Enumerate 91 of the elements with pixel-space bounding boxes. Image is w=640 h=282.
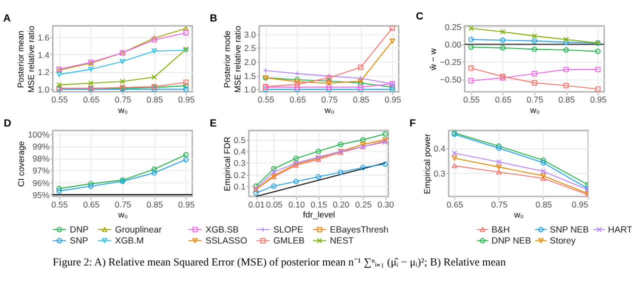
- y-axis-title: Posterior mean MSE relative ratio: [16, 26, 36, 93]
- y-axis-title: Posterior mode MSE relative ratio: [222, 26, 242, 93]
- x-tick-label: 0.01: [248, 199, 265, 210]
- x-tick-label: 0.10: [288, 199, 306, 210]
- y-tick-label: 0.1: [234, 181, 246, 192]
- x-tick-label: 0.65: [83, 94, 100, 105]
- x-tick-label: 0.75: [526, 94, 544, 105]
- y-tick-label: 3.0: [244, 29, 256, 40]
- y-tick-label: 98%: [32, 154, 50, 164]
- legend-label: XGB.SB: [205, 224, 239, 234]
- x-tick-label: 0.55: [463, 94, 480, 105]
- y-tick-label: 0.25: [444, 22, 462, 32]
- y-axis-title: Empirical FDR: [222, 136, 232, 192]
- legend-label: DNP NEB: [492, 236, 532, 246]
- x-tick-label: 0.05: [266, 199, 283, 210]
- x-axis-title: w₀: [324, 105, 335, 116]
- y-axis-title: Empirical power: [422, 134, 432, 194]
- x-tick-label: 0.65: [494, 94, 512, 105]
- x-tick-label: 0.65: [289, 94, 306, 105]
- x-tick-label: 0.95: [384, 94, 402, 105]
- x-tick-label: 0.55: [51, 199, 68, 210]
- y-tick-label: 2.5: [244, 43, 256, 54]
- x-tick-label: 0.65: [83, 199, 100, 210]
- y-tick-label: 1.4: [38, 50, 50, 60]
- y-tick-label: 97%: [32, 166, 50, 176]
- x-axis-title: w₀: [513, 210, 524, 220]
- x-tick-label: 0.85: [558, 94, 576, 105]
- y-tick-label: 2.0: [244, 57, 256, 68]
- legend-label: Grouplinear: [114, 224, 162, 234]
- legend-label: GMLEB: [273, 236, 305, 246]
- x-axis-title: w₀: [529, 105, 540, 116]
- x-tick-label: 0.55: [258, 94, 275, 105]
- y-tick-label: 99%: [32, 142, 50, 152]
- legend-label: SLOPE: [273, 224, 304, 234]
- y-tick-label: 0.3: [434, 168, 446, 179]
- y-tick-label: 1.0: [244, 84, 256, 95]
- x-tick-label: 0.20: [332, 199, 350, 210]
- x-tick-label: 0.75: [491, 199, 508, 210]
- x-tick-label: 0.85: [146, 94, 164, 105]
- y-tick-label: 96%: [32, 178, 50, 188]
- legend-label: HART: [608, 224, 633, 234]
- x-tick-label: 0.85: [146, 199, 164, 210]
- y-tick-label: 0.5: [234, 135, 246, 146]
- legend-label: SNP NEB: [550, 224, 589, 234]
- legend-label: SNP: [70, 236, 88, 246]
- y-tick-label: 1.6: [38, 32, 50, 42]
- x-axis-title: w₀: [117, 210, 128, 220]
- legend-label: Storey: [550, 236, 576, 246]
- x-axis-title: fdr_level: [303, 210, 336, 220]
- y-axis-title: ŵ − w: [428, 48, 438, 72]
- legend-label: SSLASSO: [205, 236, 248, 246]
- y-tick-label: −0.25: [440, 57, 462, 68]
- x-tick-label: 0.55: [51, 94, 68, 105]
- y-tick-label: 0.4: [234, 146, 246, 157]
- chart-title: C: [416, 11, 424, 22]
- chart-title: B: [210, 14, 218, 25]
- legend-label: DNP: [70, 224, 89, 234]
- y-tick-label: 1.5: [244, 70, 256, 81]
- y-tick-label: −0.50: [440, 74, 462, 85]
- x-tick-label: 0.75: [321, 94, 338, 105]
- y-tick-label: 0.4: [434, 143, 446, 154]
- x-tick-label: 0.95: [178, 94, 195, 105]
- y-tick-label: 0.3: [234, 158, 246, 168]
- chart-title: A: [3, 14, 12, 25]
- y-tick-label: 1.0: [38, 84, 50, 95]
- x-tick-label: 0.85: [536, 199, 552, 210]
- chart-title: D: [4, 118, 12, 130]
- x-tick-label: 0.95: [590, 94, 607, 105]
- x-tick-label: 0.95: [178, 199, 195, 210]
- x-tick-label: 0.95: [572, 199, 588, 210]
- x-tick-label: 0.15: [310, 199, 328, 210]
- x-axis-title: w₀: [117, 105, 128, 116]
- chart-title: F: [410, 118, 416, 130]
- x-tick-label: 0.25: [355, 199, 372, 210]
- chart-title: E: [210, 118, 217, 130]
- y-tick-label: 95%: [32, 190, 50, 200]
- y-tick-label: 0.00: [444, 40, 462, 50]
- legend-label: EBayesThresh: [330, 224, 389, 234]
- legend-label: XGB.M: [114, 236, 144, 246]
- legend-label: NEST: [330, 236, 354, 246]
- caption: Figure 2: A) Relative mean Squared Error (MSE) of posterior mean n⁻¹ ∑ⁿᵢ₌₁ (μ̂ᵢ − μᵢ)²; B) Relative mean: [52, 256, 506, 269]
- y-tick-label: 0.2: [234, 170, 246, 180]
- x-tick-label: 0.65: [446, 199, 464, 210]
- x-tick-label: 0.75: [114, 94, 132, 105]
- x-tick-label: 0.30: [377, 199, 394, 210]
- legend-label: B&H: [492, 224, 510, 234]
- y-tick-label: 100%: [28, 129, 50, 140]
- y-axis-title: CI coverage: [16, 140, 26, 187]
- x-tick-label: 0.85: [352, 94, 370, 105]
- y-tick-label: 1.2: [38, 67, 50, 78]
- x-tick-label: 0.75: [114, 199, 132, 210]
